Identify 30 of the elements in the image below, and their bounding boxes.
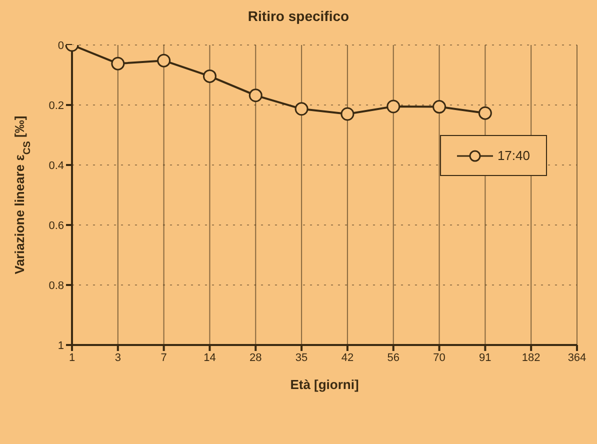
point [478,106,492,120]
y-tick-label: 0.2 [48,100,64,112]
y-tick-label: 0.4 [48,160,64,172]
x-tick-label: 28 [250,352,262,364]
x-tick-label: 182 [522,352,540,364]
x-tick-label: 1 [68,352,76,364]
x-axis-title: Età [giorni] [290,377,359,392]
x-tick-label: 91 [479,352,492,364]
chart-title: Ritiro specifico [246,8,350,24]
point [294,102,308,116]
point [248,88,262,102]
y-tick-label: 0 [58,40,64,52]
y-tick-label: 1 [58,340,64,352]
x-tick-label: 3 [114,352,121,364]
x-tick-label: 56 [387,352,400,364]
point [432,100,446,114]
point [111,56,125,70]
point [157,54,171,68]
x-tick-label: 70 [433,352,446,364]
x-tick-label: 14 [204,352,216,364]
x-tick-label: 364 [568,352,586,364]
point [202,69,216,83]
legend-label: 17:40 [497,148,530,163]
x-tick-label: 7 [160,352,167,364]
point [386,100,400,114]
x-tick-label: 42 [341,352,354,364]
x-tick-label: 35 [295,352,308,364]
y-tick-label: 0.8 [48,280,64,292]
point [340,107,354,121]
y-tick-label: 0.6 [48,220,64,232]
